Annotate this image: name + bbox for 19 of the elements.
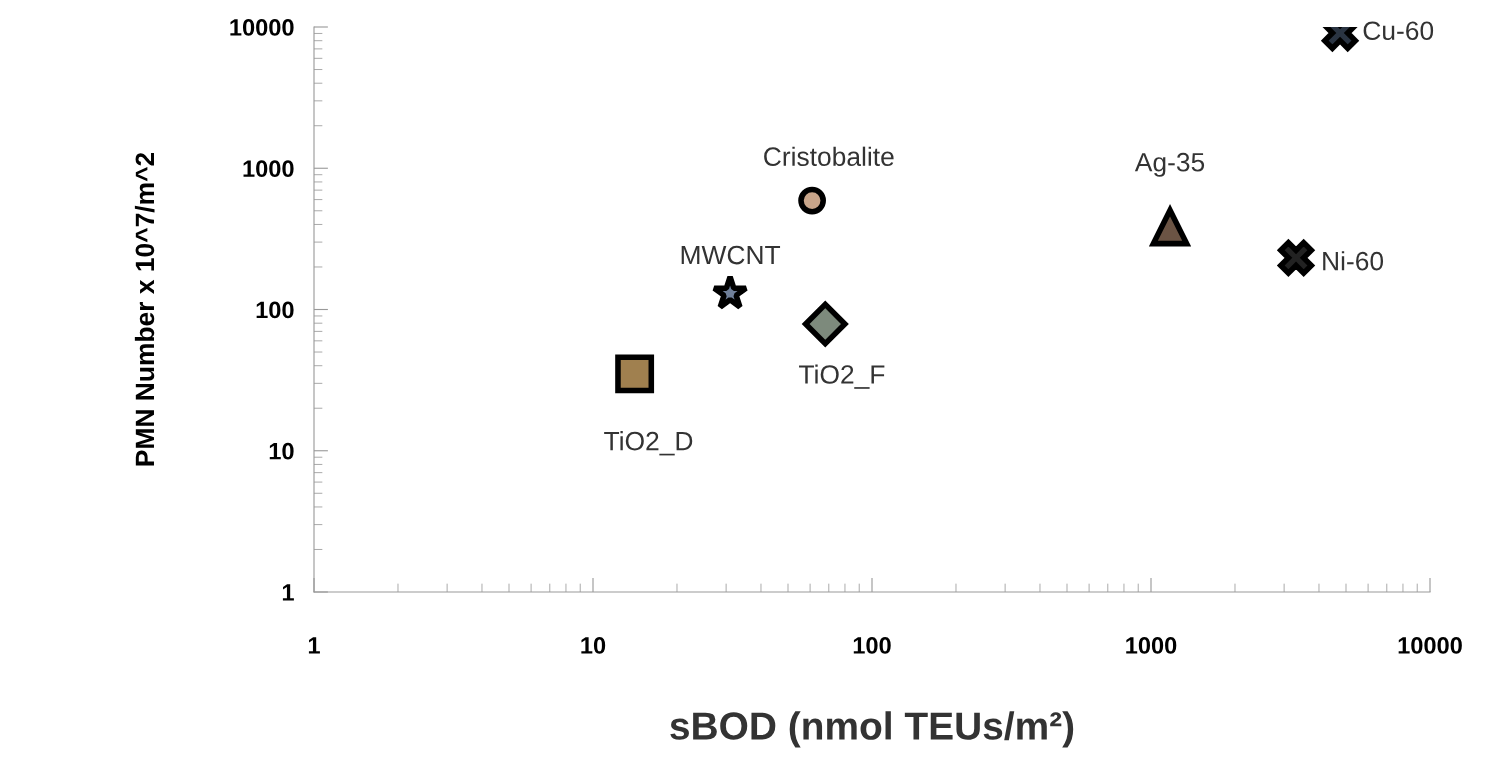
y-tick-label: 10 bbox=[269, 442, 294, 460]
series-label: Cu-60 bbox=[1363, 21, 1434, 41]
series-label: Ag-35 bbox=[1134, 152, 1205, 177]
x-tick-label: 1 bbox=[308, 637, 320, 654]
x-tick-label: 1000 bbox=[1126, 637, 1177, 654]
x-axis-title: sBOD (nmol TEUs/m²) bbox=[670, 711, 1074, 748]
y-tick-label: 100 bbox=[256, 301, 294, 319]
y-axis-title: PMN Number x 10^7/m^2 bbox=[134, 152, 155, 466]
x-tick-label: 100 bbox=[853, 637, 891, 654]
y-tick-label: 10000 bbox=[230, 19, 294, 36]
x-tick-label: 10 bbox=[581, 637, 606, 654]
y-tick-label: 1 bbox=[282, 584, 294, 601]
x-tick-label: 10000 bbox=[1398, 637, 1462, 654]
y-tick-label: 1000 bbox=[243, 160, 294, 178]
series-label: TiO2_D bbox=[604, 431, 693, 456]
series-label: MWCNT bbox=[681, 245, 781, 265]
series-label: Cristobalite bbox=[764, 146, 894, 167]
series-label: Ni-60 bbox=[1323, 251, 1384, 271]
series-label: TiO2_F bbox=[799, 364, 885, 389]
